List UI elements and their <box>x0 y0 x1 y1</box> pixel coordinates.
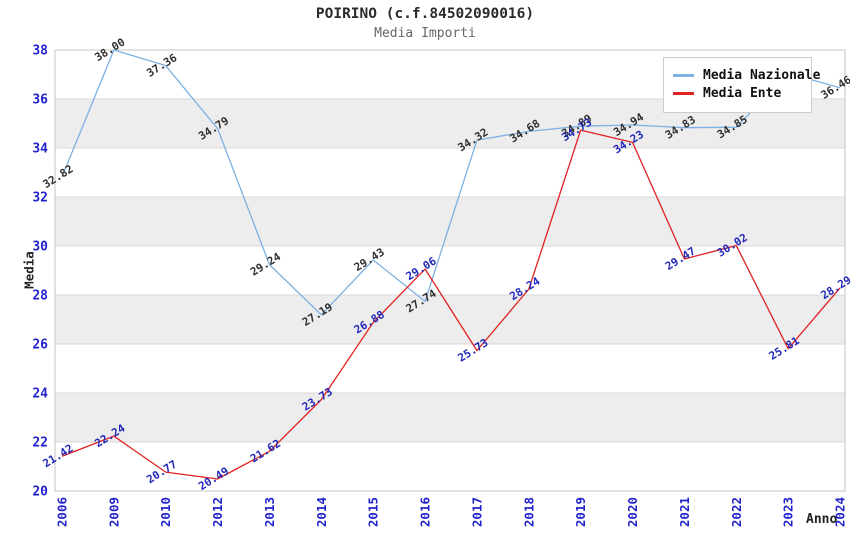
y-axis-title: Media <box>21 251 37 289</box>
x-tick-label: 2006 <box>55 497 70 527</box>
x-tick-label: 2023 <box>781 497 796 527</box>
plot-band <box>55 295 845 344</box>
chart-title: POIRINO (c.f.84502090016) <box>315 6 535 22</box>
plot-band <box>55 393 845 442</box>
y-tick-label: 28 <box>32 289 48 304</box>
y-tick-label: 32 <box>32 191 48 206</box>
legend-label-media-nazionale: Media Nazionale <box>703 68 821 83</box>
y-tick-label: 38 <box>32 44 48 59</box>
x-tick-label: 2009 <box>106 497 121 527</box>
legend-item-media-nazionale: Media Nazionale <box>673 68 820 83</box>
y-tick-label: 22 <box>32 436 48 451</box>
y-tick-label: 20 <box>32 485 48 500</box>
y-tick-label: 24 <box>32 387 48 402</box>
x-tick-label: 2017 <box>469 497 484 527</box>
y-tick-label: 34 <box>32 142 48 157</box>
point-value-label: 29.06 <box>404 254 439 283</box>
legend-item-media-ente: Media Ente <box>673 86 802 101</box>
point-value-label: 20.77 <box>144 458 179 487</box>
x-tick-label: 2020 <box>625 497 640 527</box>
plot-border <box>54 49 846 492</box>
media-nazionale-line-swatch-icon <box>673 74 694 77</box>
y-tick-label: 30 <box>32 240 48 255</box>
series-line-media-ente <box>61 129 841 480</box>
series-line-media-nazionale <box>61 49 841 316</box>
point-value-label: 32.82 <box>41 162 76 191</box>
y-tick-label: 26 <box>32 338 48 353</box>
x-tick-label: 2012 <box>210 497 225 527</box>
x-tick-label: 2019 <box>573 497 588 527</box>
legend-box: Media Nazionale Media Ente <box>663 57 820 113</box>
x-tick-label: 2024 <box>833 497 848 527</box>
y-tick-label: 36 <box>32 93 48 108</box>
x-tick-label: 2010 <box>158 497 173 527</box>
x-tick-label: 2021 <box>677 497 692 527</box>
x-tick-label: 2013 <box>262 497 277 527</box>
x-tick-label: 2018 <box>521 497 536 527</box>
x-tick-label: 2015 <box>366 497 381 527</box>
media-ente-line-swatch-icon <box>673 92 694 95</box>
x-axis-title: Anno <box>806 512 838 527</box>
plot-band <box>55 197 845 246</box>
chart-subtitle: Media Importi <box>374 26 476 41</box>
x-tick-label: 2014 <box>314 497 329 527</box>
x-tick-label: 2016 <box>418 497 433 527</box>
point-value-label: 29.43 <box>352 245 387 274</box>
point-value-label: 20.49 <box>196 465 231 494</box>
legend-label-media-ente: Media Ente <box>703 86 782 101</box>
x-tick-label: 2022 <box>729 497 744 527</box>
